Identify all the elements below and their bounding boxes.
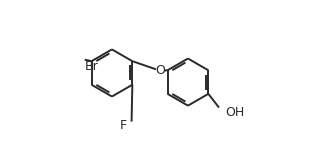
Text: F: F — [120, 119, 127, 132]
Text: OH: OH — [225, 106, 244, 119]
Text: O: O — [155, 64, 165, 77]
Text: Br: Br — [85, 60, 98, 73]
